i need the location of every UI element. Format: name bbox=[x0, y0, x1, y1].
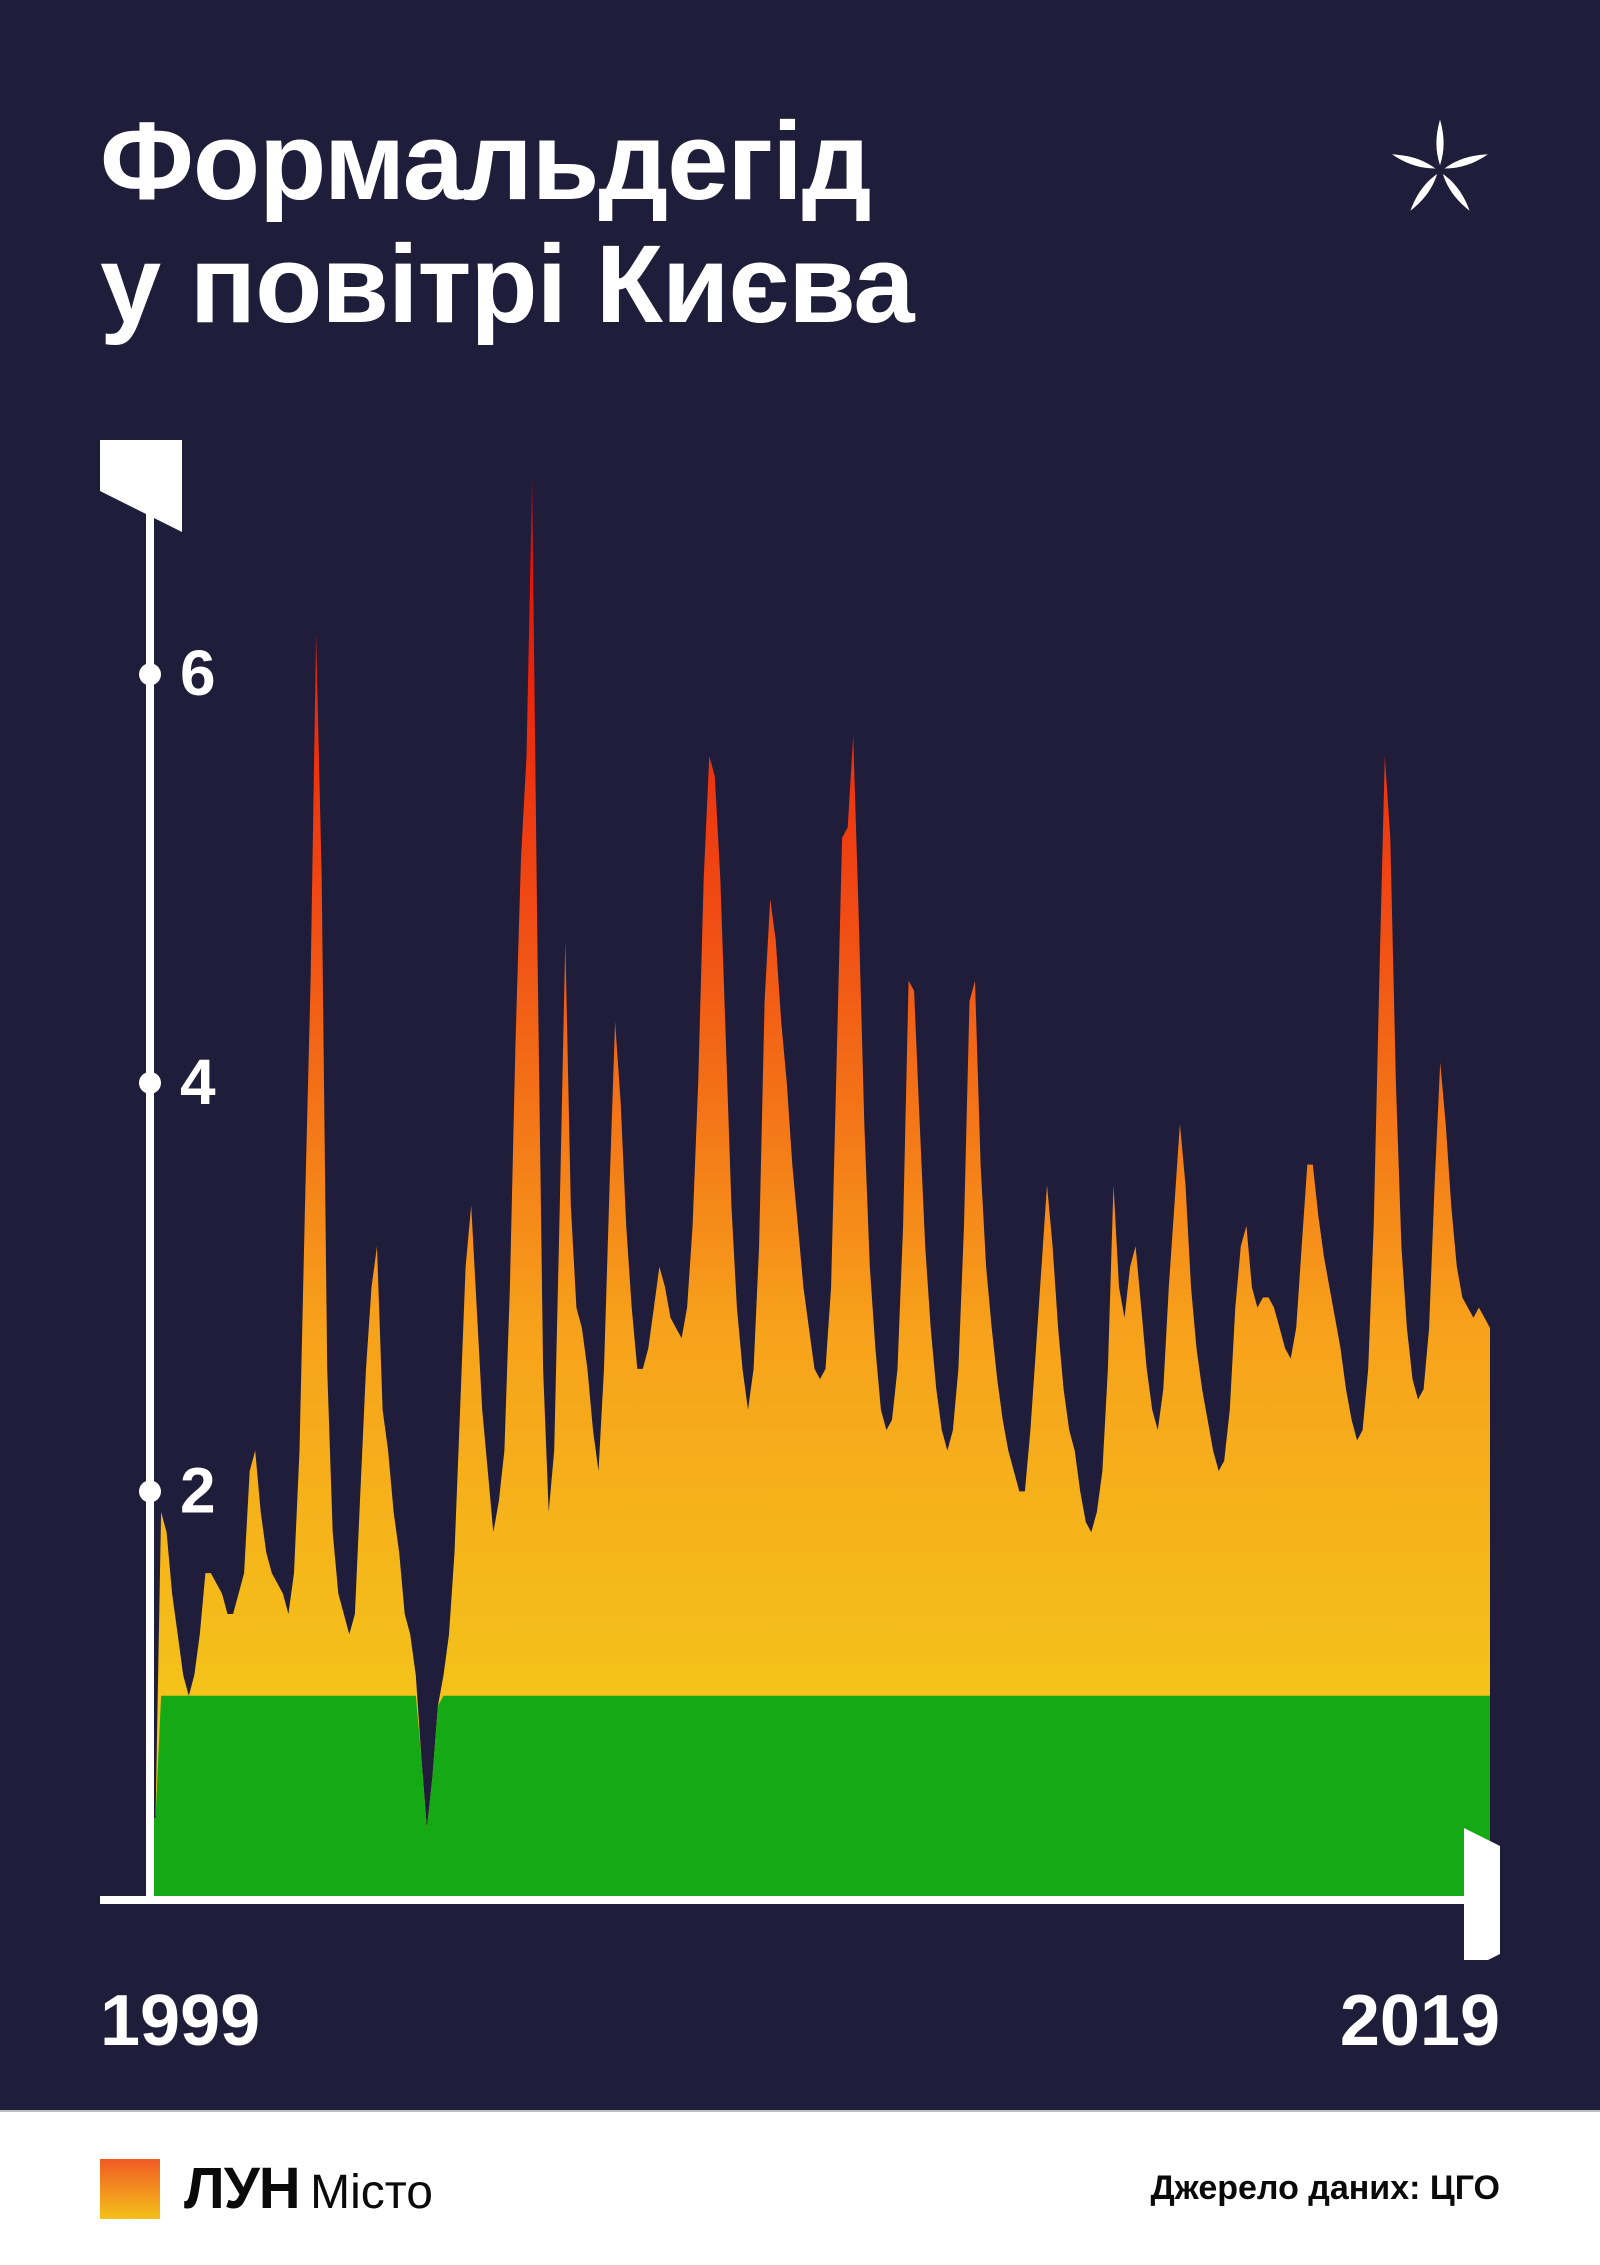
chestnut-leaf-icon bbox=[1380, 110, 1500, 235]
brand-square-icon bbox=[100, 2159, 160, 2219]
infographic-canvas: Формальдегід у повітрі Києва 2 4 6 1999 20… bbox=[0, 0, 1600, 2265]
svg-text:2: 2 bbox=[180, 1454, 216, 1526]
svg-text:4: 4 bbox=[180, 1046, 216, 1118]
title-line-1: Формальдегід bbox=[100, 100, 871, 223]
x-axis-end-label: 2019 bbox=[1340, 1980, 1500, 2062]
x-axis-labels: 1999 2019 bbox=[100, 1980, 1500, 2062]
brand-name: ЛУН bbox=[184, 2156, 300, 2221]
brand-block: ЛУН Місто bbox=[100, 2155, 433, 2222]
chart-svg: 2 4 6 bbox=[100, 440, 1500, 1960]
svg-text:6: 6 bbox=[180, 637, 216, 709]
footer-bar: ЛУН Місто Джерело даних: ЦГО bbox=[0, 2110, 1600, 2265]
brand-text: ЛУН Місто bbox=[184, 2155, 433, 2222]
title-line-2: у повітрі Києва bbox=[100, 223, 914, 346]
x-axis-start-label: 1999 bbox=[100, 1980, 260, 2062]
brand-sub: Місто bbox=[310, 2166, 433, 2219]
page-title: Формальдегід у повітрі Києва bbox=[100, 100, 914, 346]
formaldehyde-chart: 2 4 6 bbox=[100, 440, 1500, 1960]
data-source-label: Джерело даних: ЦГО bbox=[1150, 2169, 1500, 2208]
